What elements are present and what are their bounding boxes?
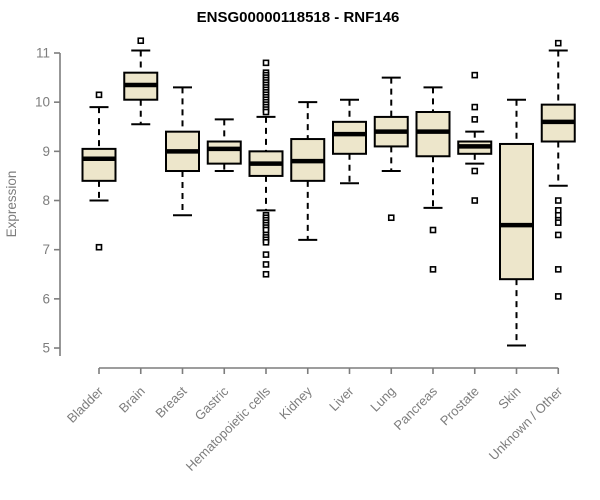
box-breast bbox=[165, 86, 200, 217]
iqr-box bbox=[332, 120, 367, 155]
box-lung bbox=[373, 76, 409, 222]
box-liver bbox=[332, 98, 367, 185]
outlier-point bbox=[262, 261, 270, 268]
y-axis-title: Expression bbox=[4, 171, 19, 238]
box-bladder bbox=[81, 91, 117, 251]
outlier-point bbox=[471, 167, 479, 175]
outlier-point bbox=[429, 226, 437, 234]
outlier-point bbox=[262, 108, 270, 116]
x-category-label-prostate: Prostate bbox=[437, 384, 482, 429]
plot-area bbox=[81, 37, 576, 347]
outlier-point bbox=[471, 103, 479, 111]
outlier-point bbox=[554, 231, 562, 239]
y-tick-label-6: 6 bbox=[42, 291, 50, 306]
outlier-point bbox=[95, 91, 103, 99]
outlier-point bbox=[471, 116, 479, 123]
x-category-label-brain: Brain bbox=[116, 384, 148, 416]
box-brain bbox=[123, 37, 159, 126]
x-category-label-kidney: Kidney bbox=[276, 383, 315, 422]
y-tick-label-7: 7 bbox=[42, 242, 50, 257]
iqr-box bbox=[81, 147, 117, 182]
chart-title: ENSG00000118518 - RNF146 bbox=[197, 9, 400, 26]
x-category-label-liver: Liver bbox=[326, 383, 357, 414]
x-category-label-pancreas: Pancreas bbox=[391, 383, 441, 433]
outlier-point bbox=[262, 270, 270, 278]
x-category-label-skin: Skin bbox=[495, 384, 523, 412]
outlier-point bbox=[554, 219, 562, 226]
iqr-box bbox=[415, 111, 451, 158]
box-gastric bbox=[206, 118, 242, 173]
y-tick-label-10: 10 bbox=[35, 95, 50, 110]
x-category-label-breast: Breast bbox=[152, 383, 189, 420]
outlier-point bbox=[471, 71, 479, 79]
outlier-point bbox=[262, 251, 270, 258]
outlier-point bbox=[471, 197, 479, 204]
y-tick-label-5: 5 bbox=[42, 341, 50, 356]
x-category-label-bladder: Bladder bbox=[64, 383, 107, 426]
iqr-box bbox=[206, 140, 242, 165]
outlier-point bbox=[554, 197, 562, 204]
box-skin bbox=[499, 98, 534, 347]
box-unknown-other bbox=[540, 39, 576, 300]
outlier-point bbox=[554, 266, 562, 273]
outlier-point bbox=[95, 243, 103, 251]
outlier-point bbox=[387, 214, 395, 222]
x-category-label-unknown-other: Unknown / Other bbox=[486, 383, 566, 463]
outlier-point bbox=[554, 293, 562, 300]
box-prostate bbox=[457, 71, 493, 204]
box-kidney bbox=[290, 101, 326, 241]
y-tick-label-9: 9 bbox=[42, 144, 50, 159]
box-hematopoietic-cells bbox=[248, 59, 284, 278]
outlier-point bbox=[262, 59, 270, 67]
box-pancreas bbox=[415, 86, 451, 273]
iqr-box bbox=[499, 142, 534, 281]
y-tick-label-8: 8 bbox=[42, 193, 50, 208]
outlier-point bbox=[137, 37, 145, 45]
y-tick-label-11: 11 bbox=[36, 46, 50, 61]
outlier-point bbox=[429, 266, 437, 273]
outlier-point bbox=[262, 239, 270, 246]
outlier-point bbox=[554, 39, 562, 47]
x-category-label-gastric: Gastric bbox=[192, 383, 232, 423]
x-category-label-lung: Lung bbox=[367, 384, 398, 415]
